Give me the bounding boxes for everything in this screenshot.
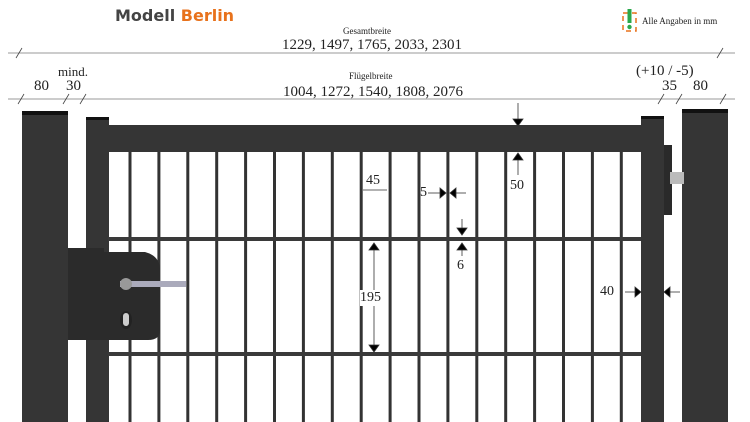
vertical-wire — [273, 150, 276, 422]
left-post-cap — [22, 111, 68, 115]
vertical-wire — [301, 150, 305, 422]
brand-part2: Berlin — [180, 6, 235, 25]
dim-gap-right: 35 — [662, 78, 677, 94]
door-handle-icon — [120, 281, 186, 287]
vertical-wire — [244, 150, 248, 422]
warning-exclamation-icon — [622, 9, 637, 32]
dim-tolerance: (+10 / -5) — [636, 63, 694, 79]
vertical-wire — [186, 150, 190, 422]
lock-box — [68, 248, 186, 340]
vertical-wire — [590, 150, 594, 422]
right-post — [682, 109, 728, 422]
vertical-wire — [388, 150, 392, 422]
leaf-width-label: Flügelbreite — [349, 71, 393, 81]
overall-width-label: Gesamtbreite — [343, 26, 391, 36]
dim-wire-thickness: 5 — [420, 185, 427, 200]
dim-wire-spacing: 45 — [366, 173, 380, 188]
hinge-icon — [664, 145, 684, 215]
horizontal-wire-upper — [108, 237, 641, 241]
dim-stile: 40 — [600, 284, 614, 299]
brand-logo: Modell Berlin — [115, 6, 234, 25]
dim-mesh-height: 195 — [360, 290, 381, 306]
right-post-cap — [682, 109, 728, 113]
units-note: Alle Angaben in mm — [642, 16, 718, 26]
vertical-wire — [359, 150, 363, 422]
vertical-wire — [330, 150, 334, 422]
dimension-ticks — [15, 47, 727, 105]
vertical-wire — [475, 150, 479, 422]
vertical-wire — [504, 150, 508, 422]
horizontal-wire-lower — [108, 352, 641, 356]
leaf-width-values: 1004, 1272, 1540, 1808, 2076 — [283, 84, 463, 100]
mesh-wires — [128, 150, 623, 422]
vertical-wire — [417, 150, 421, 422]
dim-gap-left: 30 — [66, 78, 81, 94]
top-rail — [108, 125, 642, 152]
dim-gap-left-label: mind. — [58, 64, 88, 79]
dim-post-left: 80 — [34, 78, 49, 94]
vertical-wire — [446, 150, 450, 422]
brand-part1: Modell — [115, 6, 176, 25]
vertical-wire — [215, 150, 219, 422]
left-stile-cap — [86, 117, 109, 120]
gate-right-stile — [641, 116, 664, 422]
dim-post-right: 80 — [693, 78, 708, 94]
overall-width-values: 1229, 1497, 1765, 2033, 2301 — [282, 37, 462, 53]
vertical-wire — [562, 150, 565, 422]
dim-horizontal-wire: 6 — [457, 258, 464, 273]
vertical-wire — [619, 150, 623, 422]
right-stile-cap — [641, 116, 664, 119]
left-post — [22, 111, 68, 422]
dim-top-rail: 50 — [510, 178, 524, 193]
vertical-wire — [533, 150, 537, 422]
